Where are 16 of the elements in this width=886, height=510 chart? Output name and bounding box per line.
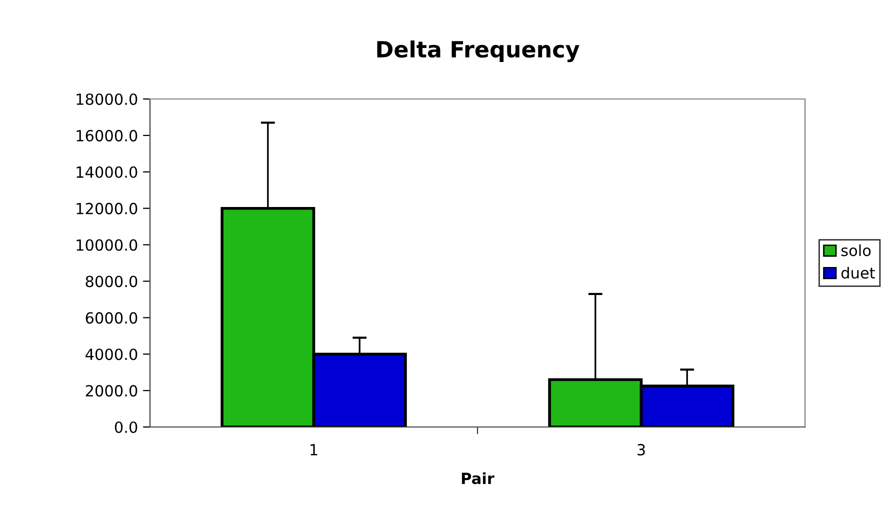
y-tick-label: 12000.0 xyxy=(76,202,138,214)
x-tick-label: 3 xyxy=(638,444,645,456)
x-axis-title: Pair xyxy=(462,472,494,484)
y-tick-label: 6000.0 xyxy=(86,312,138,324)
legend-label: solo xyxy=(841,244,871,256)
x-tick-label: 1 xyxy=(310,444,318,456)
legend-label: duet xyxy=(841,266,875,279)
y-tick-label: 8000.0 xyxy=(86,276,138,288)
y-tick-label: 16000.0 xyxy=(76,130,138,142)
y-tick-label: 14000.0 xyxy=(76,166,138,178)
chart-title: Delta Frequency xyxy=(377,40,580,62)
y-tick-label: 10000.0 xyxy=(76,239,138,251)
y-tick-label: 4000.0 xyxy=(85,348,138,360)
y-tick-label: 0.0 xyxy=(114,421,138,434)
y-tick-label: 18000.0 xyxy=(76,93,138,106)
y-tick-label: 2000.0 xyxy=(86,385,138,397)
